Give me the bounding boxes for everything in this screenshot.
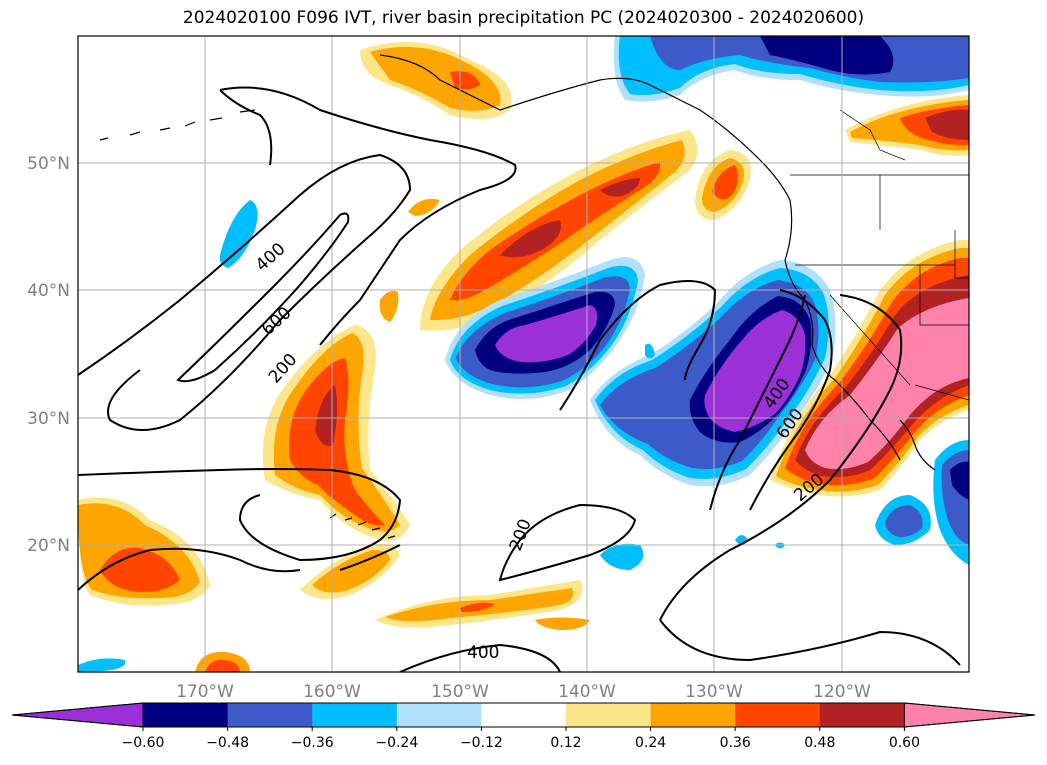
map-title: 2024020100 F096 IVT, river basin precipi… [182, 8, 865, 28]
colorbar-tick-label: −0.36 [291, 735, 334, 751]
contour-label: 400 [467, 643, 499, 663]
ivt-contours [78, 86, 961, 672]
colorbar-tick-label: 0.12 [550, 735, 581, 751]
colorbar-tick-label: −0.48 [206, 735, 249, 751]
colorbar-segment [566, 703, 652, 727]
lon-label: 130°W [685, 682, 743, 702]
lon-label: 150°W [431, 682, 489, 702]
colorbar-segment [735, 703, 821, 727]
map-area: 400 600 200 400 600 200 200 400 [78, 36, 969, 672]
colorbar-extend-min [11, 702, 144, 728]
colorbar-tick-label: 0.24 [635, 735, 666, 751]
lat-label: 20°N [27, 536, 70, 556]
colorbar-extend-max [903, 702, 1036, 728]
map-frame [77, 35, 970, 673]
lat-label: 30°N [27, 409, 70, 429]
colorbar-segment [481, 703, 567, 727]
colorbar-segment [819, 703, 905, 727]
colorbar-segment [650, 703, 736, 727]
lon-label: 120°W [813, 682, 871, 702]
lon-label: 170°W [176, 682, 234, 702]
lon-label: 140°W [558, 682, 616, 702]
colorbar-segment [312, 703, 398, 727]
colorbar-tick-label: 0.36 [720, 735, 751, 751]
colorbar-tick-label: −0.60 [122, 735, 165, 751]
colorbar-tick-label: 0.60 [889, 735, 920, 751]
coastlines [99, 54, 936, 539]
colorbar-segment [227, 703, 313, 727]
lon-label: 160°W [303, 682, 361, 702]
colorbar-tick-label: 0.48 [804, 735, 835, 751]
longitude-labels: 170°W 160°W 150°W 140°W 130°W 120°W [176, 682, 871, 702]
lat-label: 50°N [27, 154, 70, 174]
precip-anomaly-positive [78, 42, 969, 672]
colorbar-segment [143, 703, 229, 727]
state-borders [790, 109, 969, 401]
latitude-labels: 50°N 40°N 30°N 20°N [27, 154, 70, 556]
lat-label: 40°N [27, 281, 70, 301]
colorbar-tick-label: −0.24 [375, 735, 418, 751]
colorbar-segment [396, 703, 482, 727]
colorbar-tick-label: −0.12 [460, 735, 503, 751]
colorbar: −0.60 −0.48 −0.36 −0.24 −0.12 0.12 0.24 0.36 0.4… [11, 702, 1036, 751]
